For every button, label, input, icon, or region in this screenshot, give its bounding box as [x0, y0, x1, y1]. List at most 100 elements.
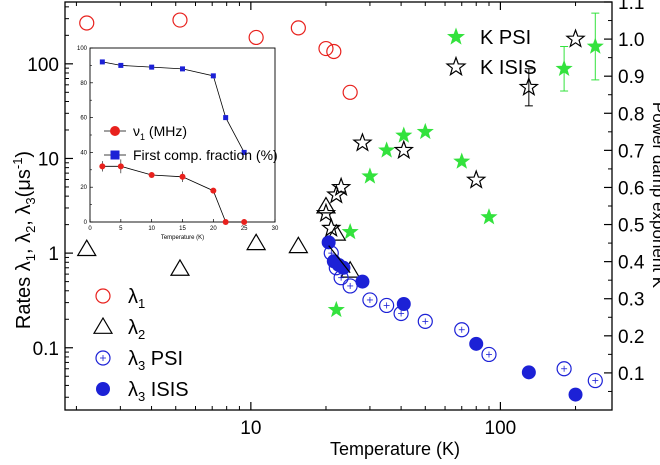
series-0: [79, 12, 358, 100]
data-point: [315, 196, 337, 214]
inset-y-tick-label: 40: [80, 150, 87, 156]
series-3: [321, 235, 583, 402]
main-plot: 10 1000.11101000.10.20.30.40.50.60.70.80.…: [27, 0, 645, 439]
data-point: [555, 59, 573, 77]
data-point: [469, 336, 484, 351]
inset-plot: 0 5 10 15 20 25 30 0 20 40 60 80 100 Temperature (K) ν…: [77, 46, 279, 241]
data-point: [587, 372, 603, 389]
data-point: [290, 20, 306, 36]
legend-label: λ1: [128, 286, 145, 311]
right-axis-title: Power damp exponent K: [649, 102, 660, 289]
legend-label: λ3 PSI: [128, 348, 183, 373]
inset-legend-text: ν: [133, 123, 140, 139]
legend-marker: [447, 27, 465, 45]
x-tick-label: 10: [240, 418, 261, 439]
legend-suffix: ISIS: [145, 379, 188, 401]
legend-marker: [95, 288, 111, 304]
inset-data-point: [117, 163, 124, 170]
y-right-tick-label: 0.9: [618, 67, 644, 88]
legend-label: λ2: [128, 317, 145, 342]
legend-marker: [95, 350, 111, 366]
inset-data-point: [210, 187, 217, 194]
inset-data-point: [180, 66, 185, 72]
data-point: [521, 365, 536, 380]
inset-data-point: [223, 115, 229, 121]
inset-legend-text: First comp. fraction (%): [133, 147, 278, 163]
legend-symbol: λ: [128, 379, 138, 401]
data-point: [565, 28, 586, 48]
series-4: [327, 12, 604, 318]
data-point: [355, 274, 370, 289]
inset-x-tick-label: 15: [179, 226, 186, 232]
series-5: [315, 28, 586, 237]
inset-y-tick-label: 20: [80, 185, 87, 191]
data-point: [518, 76, 540, 97]
data-point: [417, 313, 433, 329]
y-right-tick-label: 1.0: [618, 30, 644, 51]
inset-legend-subscript: 1: [140, 132, 145, 142]
data-point-ring: [417, 313, 433, 329]
inset-legend-marker: [110, 150, 120, 160]
data-point: [321, 217, 342, 237]
legend-label: K PSI: [480, 27, 531, 49]
legend-marker-ring: [95, 350, 111, 366]
inset-x-tick-label: 10: [148, 226, 155, 232]
data-point: [556, 361, 572, 377]
data-point: [352, 132, 373, 152]
data-point: [395, 126, 413, 143]
y-left-tick-label: 1: [48, 244, 59, 265]
inset-data-point: [118, 62, 124, 68]
data-point-ring: [362, 292, 378, 308]
inset-y-tick-label: 80: [80, 81, 87, 87]
data-point: [169, 258, 191, 276]
inset-data-point: [210, 73, 216, 79]
inset-legend: ν1 (MHz) First comp. fraction (%): [104, 123, 278, 163]
legend-subscript: 3: [138, 389, 145, 404]
legend-subscript: 1: [138, 296, 145, 311]
inset-y-tick-label: 100: [77, 46, 88, 52]
inset-x-tick-label: 25: [241, 226, 248, 232]
inset-data-point: [222, 219, 229, 225]
data-point: [453, 152, 471, 169]
data-point: [321, 235, 336, 250]
y-right-tick-label: 0.4: [618, 253, 645, 274]
data-point: [172, 12, 188, 28]
y-left-tick-label: 0.1: [33, 339, 59, 360]
data-point: [336, 260, 351, 275]
legend-exponent: K PSI K ISIS: [445, 27, 537, 79]
inset-legend-label: First comp. fraction (%): [133, 147, 278, 163]
inset-data-point: [149, 64, 155, 70]
legend-suffix: PSI: [145, 348, 183, 370]
data-point: [318, 40, 334, 57]
legend-label: K ISIS: [480, 57, 537, 79]
data-point: [288, 236, 309, 254]
inset-data-point: [241, 149, 247, 155]
data-point: [454, 322, 470, 338]
legend-subscript: 2: [138, 327, 145, 342]
data-point: [246, 233, 267, 251]
data-point: [378, 141, 396, 158]
legend-marker: [445, 55, 467, 77]
inset-x-tick-label: 30: [272, 226, 279, 232]
y-right-tick-label: 0.7: [618, 141, 644, 162]
legend-subscript: 3: [138, 358, 145, 373]
data-point: [76, 239, 97, 257]
inset-x-tick-label: 20: [210, 226, 217, 232]
series-2: [323, 245, 603, 389]
data-point: [362, 292, 378, 308]
y-left-tick-label: 10: [38, 149, 59, 170]
legend-symbol: λ: [128, 348, 138, 370]
data-point-ring: [454, 322, 470, 338]
data-point: [341, 222, 359, 240]
inset-data-point: [179, 173, 186, 180]
inset-x-axis-title: Temperature (K): [161, 235, 204, 241]
legend-symbol: λ: [128, 286, 138, 308]
data-point: [79, 15, 95, 31]
left-axis-title-group: Rates λ1, λ2, λ3(μs-1): [10, 151, 38, 329]
inset-data-point: [148, 172, 155, 179]
inset-x-tick-label: 0: [88, 226, 92, 232]
y-right-tick-label: 0.8: [618, 104, 644, 125]
legend-marker: [92, 316, 114, 334]
x-tick-label: 100: [485, 418, 517, 439]
